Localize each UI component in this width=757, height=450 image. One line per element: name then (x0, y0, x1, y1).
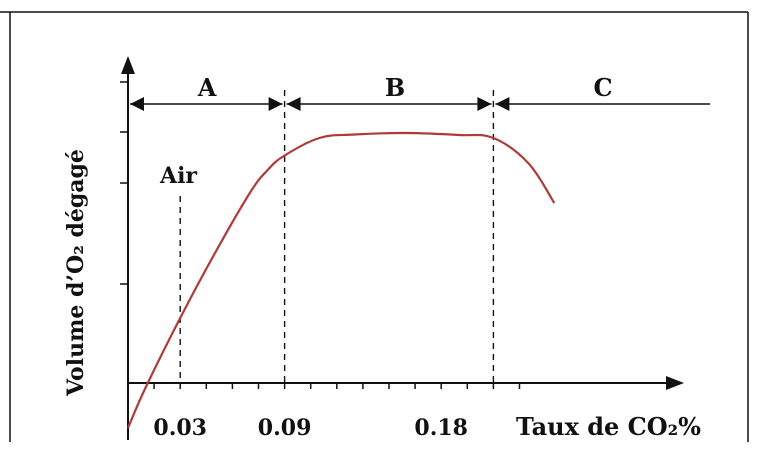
region-markers: A B C (130, 73, 710, 111)
region-arrowhead (268, 97, 283, 111)
region-arrowhead (286, 97, 301, 111)
x-axis-label: Taux de CO₂% (516, 412, 701, 441)
x-tick-label: 0.18 (414, 415, 468, 441)
y-axis-label: Volume d’O₂ dégagé (63, 149, 89, 397)
x-tick-labels: 0.03 0.09 0.18 (153, 415, 468, 441)
x-axis-arrowhead (666, 376, 684, 390)
region-arrowhead (130, 97, 144, 111)
region-arrowhead (477, 97, 492, 111)
region-label: A (197, 73, 217, 102)
x-minor-ticks (153, 383, 521, 389)
x-tick-label: 0.03 (153, 415, 207, 441)
y-axis-arrowhead (121, 56, 135, 74)
x-tick-label: 0.09 (258, 415, 312, 441)
region-arrowhead (495, 97, 510, 111)
region-label: C (593, 73, 612, 102)
series-line-o2 (126, 131, 556, 429)
air-annotation: Air (159, 163, 197, 189)
region-label: B (385, 73, 405, 102)
